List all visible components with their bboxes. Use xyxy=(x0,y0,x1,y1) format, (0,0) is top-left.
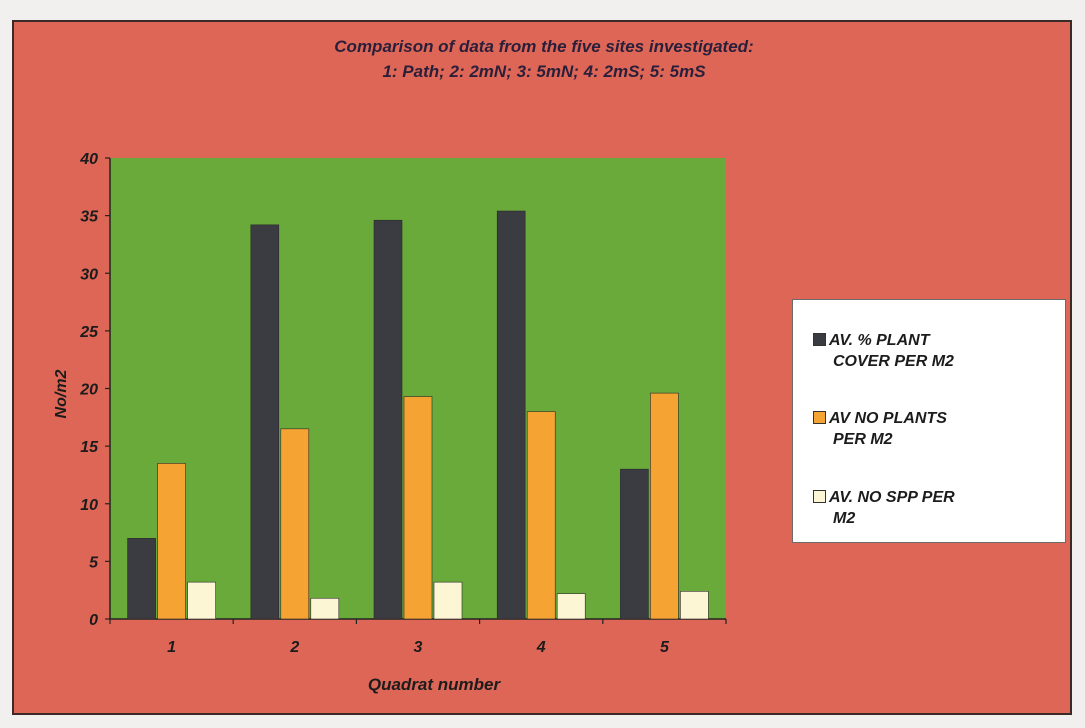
y-tick-label: 30 xyxy=(80,266,98,283)
y-tick-label: 10 xyxy=(80,497,98,514)
legend-label: M2 xyxy=(833,510,856,527)
legend-swatch-no-spp xyxy=(813,490,826,503)
bar-series-3-cat-3 xyxy=(433,581,463,620)
bar-series-3-cat-4 xyxy=(556,593,586,620)
legend-entry-no-plants: AV NO PLANTS PER M2 xyxy=(813,408,1053,450)
y-tick-label: 25 xyxy=(79,324,99,341)
bar-series-2-cat-1 xyxy=(157,463,186,620)
bar-series-1-cat-1 xyxy=(127,538,156,620)
chart-title-line-2: 1: Path; 2: 2mN; 3: 5mN; 4: 2mS; 5: 5mS xyxy=(382,62,706,81)
x-tick-label: 5 xyxy=(660,639,670,656)
bar-series-1-cat-4 xyxy=(496,210,526,620)
chart-frame: Comparison of data from the five sites i… xyxy=(12,20,1072,715)
bar-series-1-cat-5 xyxy=(620,468,649,620)
bar-series-2-cat-4 xyxy=(526,411,556,620)
legend-label: AV. % PLANT xyxy=(829,332,930,349)
y-tick-label: 0 xyxy=(89,612,98,629)
y-tick-label: 5 xyxy=(89,554,99,571)
bar-series-1-cat-3 xyxy=(373,219,403,620)
legend-swatch-plant-cover xyxy=(813,333,826,346)
y-tick-label: 15 xyxy=(80,439,99,456)
x-tick-label: 2 xyxy=(289,639,299,656)
legend-label: AV NO PLANTS xyxy=(829,410,947,427)
legend-label: PER M2 xyxy=(833,431,893,448)
bar-series-3-cat-2 xyxy=(310,597,340,620)
bars xyxy=(127,210,709,620)
legend: AV. % PLANT COVER PER M2 AV NO PLANTS PE… xyxy=(792,299,1066,543)
y-axis-label: No/m2 xyxy=(53,369,70,418)
legend-entry-plant-cover: AV. % PLANT COVER PER M2 xyxy=(813,330,1053,372)
legend-swatch-no-plants xyxy=(813,411,826,424)
bar-series-2-cat-3 xyxy=(403,396,433,620)
chart-svg: 0 5 10 15 20 25 30 35 40 1 2 3 4 5 No/m2 Quadrat numb… xyxy=(53,151,727,694)
x-tick-label: 3 xyxy=(414,639,423,656)
bar-series-3-cat-1 xyxy=(187,581,216,620)
legend-label: COVER PER M2 xyxy=(833,353,954,370)
chart-title-line-1: Comparison of data from the five sites i… xyxy=(334,37,754,56)
bar-series-3-cat-5 xyxy=(680,591,709,620)
y-tick-label: 35 xyxy=(80,209,99,226)
y-tick-label: 20 xyxy=(79,382,98,399)
bar-series-2-cat-2 xyxy=(280,428,310,620)
y-tick-label: 40 xyxy=(79,151,98,168)
legend-entry-no-spp: AV. NO SPP PER M2 xyxy=(813,487,1053,529)
legend-label: AV. NO SPP PER xyxy=(829,489,955,506)
x-axis-label: Quadrat number xyxy=(368,675,502,694)
bar-series-2-cat-5 xyxy=(650,392,679,620)
tick-labels: 0 5 10 15 20 25 30 35 40 1 2 3 4 5 xyxy=(79,151,670,656)
bar-series-1-cat-2 xyxy=(250,224,280,620)
x-tick-label: 4 xyxy=(536,639,546,656)
x-tick-label: 1 xyxy=(167,639,176,656)
